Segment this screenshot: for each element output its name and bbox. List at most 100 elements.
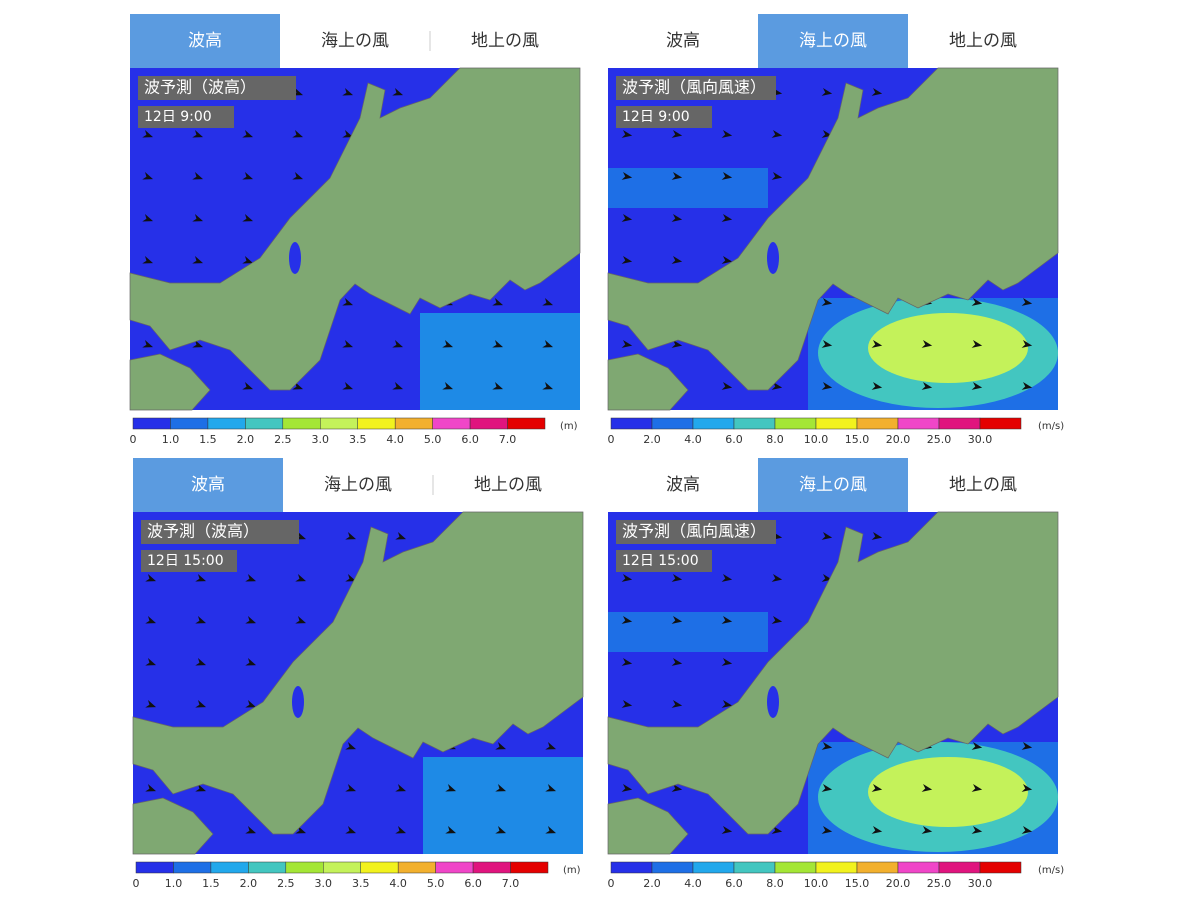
tab-label[interactable]: 地上の風: [949, 475, 1017, 495]
label-box: [616, 76, 776, 100]
wind-arrow: [871, 532, 883, 540]
legend-label: 6.0: [725, 433, 743, 446]
wind-arrow: [292, 88, 304, 96]
tab-label[interactable]: 海上の風: [321, 31, 389, 51]
wind-arrow: [621, 574, 633, 582]
wind-arrow: [921, 382, 933, 390]
legend-swatch: [135, 861, 174, 874]
wind-arrow: [971, 742, 983, 750]
legend-swatch: [207, 417, 246, 430]
wind-arrow: [671, 340, 683, 348]
wind-arrow: [345, 532, 357, 540]
wind-arrow: [195, 700, 207, 708]
wind-arrow: [821, 742, 833, 750]
wind-arrow: [345, 784, 357, 792]
legend-swatch: [774, 861, 817, 874]
legend-swatch: [323, 861, 361, 874]
wind-arrow: [1021, 826, 1033, 834]
wind-arrow: [721, 382, 733, 390]
legend-swatch: [397, 861, 436, 874]
wind-arrow: [621, 340, 633, 348]
wind-arrow: [392, 88, 404, 96]
legend-label: 15.0: [845, 433, 870, 446]
tab-label[interactable]: 地上の風: [474, 475, 542, 495]
legend-swatch: [774, 417, 817, 430]
tab[interactable]: [130, 14, 280, 68]
wind-arrow: [495, 742, 507, 750]
tab[interactable]: [283, 458, 433, 512]
wind-arrow: [921, 340, 933, 348]
tab[interactable]: [280, 14, 430, 68]
tab[interactable]: [433, 458, 583, 512]
legend-swatch: [170, 417, 209, 430]
wind-arrow: [621, 172, 633, 180]
wind-arrow: [142, 130, 154, 138]
land: [607, 67, 1059, 391]
tab-label[interactable]: 波高: [666, 475, 700, 495]
map-title: 波予測（風向風速）: [622, 78, 766, 97]
wind-arrow: [971, 784, 983, 792]
legend-label: 5.0: [427, 877, 445, 890]
wind-arrow: [621, 616, 633, 624]
tab[interactable]: [908, 14, 1058, 68]
legend-label: 2.0: [643, 877, 661, 890]
tab[interactable]: [133, 458, 283, 512]
legend-swatch: [692, 861, 735, 874]
legend-label: 8.0: [766, 433, 784, 446]
tab[interactable]: [430, 14, 580, 68]
legend-swatch: [856, 417, 899, 430]
wind-arrow: [671, 130, 683, 138]
wind-arrow: [821, 826, 833, 834]
wind-arrow: [342, 340, 354, 348]
label-box: [616, 106, 712, 128]
map-title: 波予測（波高）: [147, 522, 259, 541]
tab-label[interactable]: 地上の風: [471, 31, 539, 51]
wind-arrow: [442, 340, 454, 348]
legend-unit: (m/s): [1038, 865, 1064, 876]
legend-swatch: [733, 417, 776, 430]
wind-zone: [868, 757, 1028, 827]
tab-label[interactable]: 海上の風: [799, 475, 867, 495]
legend-swatch: [979, 417, 1022, 430]
tab[interactable]: [758, 14, 908, 68]
wind-arrow: [771, 130, 783, 138]
wind-arrow: [821, 298, 833, 306]
map-time: 12日 15:00: [147, 553, 224, 569]
tab[interactable]: [608, 14, 758, 68]
wind-arrow: [545, 784, 557, 792]
legend-label: 20.0: [886, 877, 911, 890]
wind-arrow: [395, 784, 407, 792]
tab[interactable]: [608, 458, 758, 512]
legend-label: 1.5: [199, 433, 217, 446]
wind-arrow: [545, 742, 557, 750]
tab-label[interactable]: 地上の風: [949, 31, 1017, 51]
tab[interactable]: [908, 458, 1058, 512]
tab-label[interactable]: 波高: [188, 31, 222, 51]
wind-zone: [868, 313, 1028, 383]
wind-arrow: [621, 784, 633, 792]
tab-label[interactable]: 波高: [666, 31, 700, 51]
wind-arrow: [721, 172, 733, 180]
wind-arrow: [292, 172, 304, 180]
label-box: [138, 106, 234, 128]
wind-arrow: [245, 616, 257, 624]
wind-arrow: [195, 616, 207, 624]
legend-swatch: [938, 861, 981, 874]
legend-swatch: [472, 861, 511, 874]
tab-label[interactable]: 海上の風: [799, 31, 867, 51]
legend-label: 1.0: [162, 433, 180, 446]
tab-label[interactable]: 波高: [191, 475, 225, 495]
wind-arrow: [242, 382, 254, 390]
legend-swatch: [897, 417, 940, 430]
wind-arrow: [492, 298, 504, 306]
map-title: 波予測（波高）: [144, 78, 256, 97]
wind-arrow: [145, 658, 157, 666]
tab-label[interactable]: 海上の風: [324, 475, 392, 495]
legend-swatch: [610, 417, 653, 430]
wind-arrow: [621, 700, 633, 708]
label-box: [138, 76, 296, 100]
lake: [767, 686, 779, 718]
wind-arrow: [242, 214, 254, 222]
tab[interactable]: [758, 458, 908, 512]
